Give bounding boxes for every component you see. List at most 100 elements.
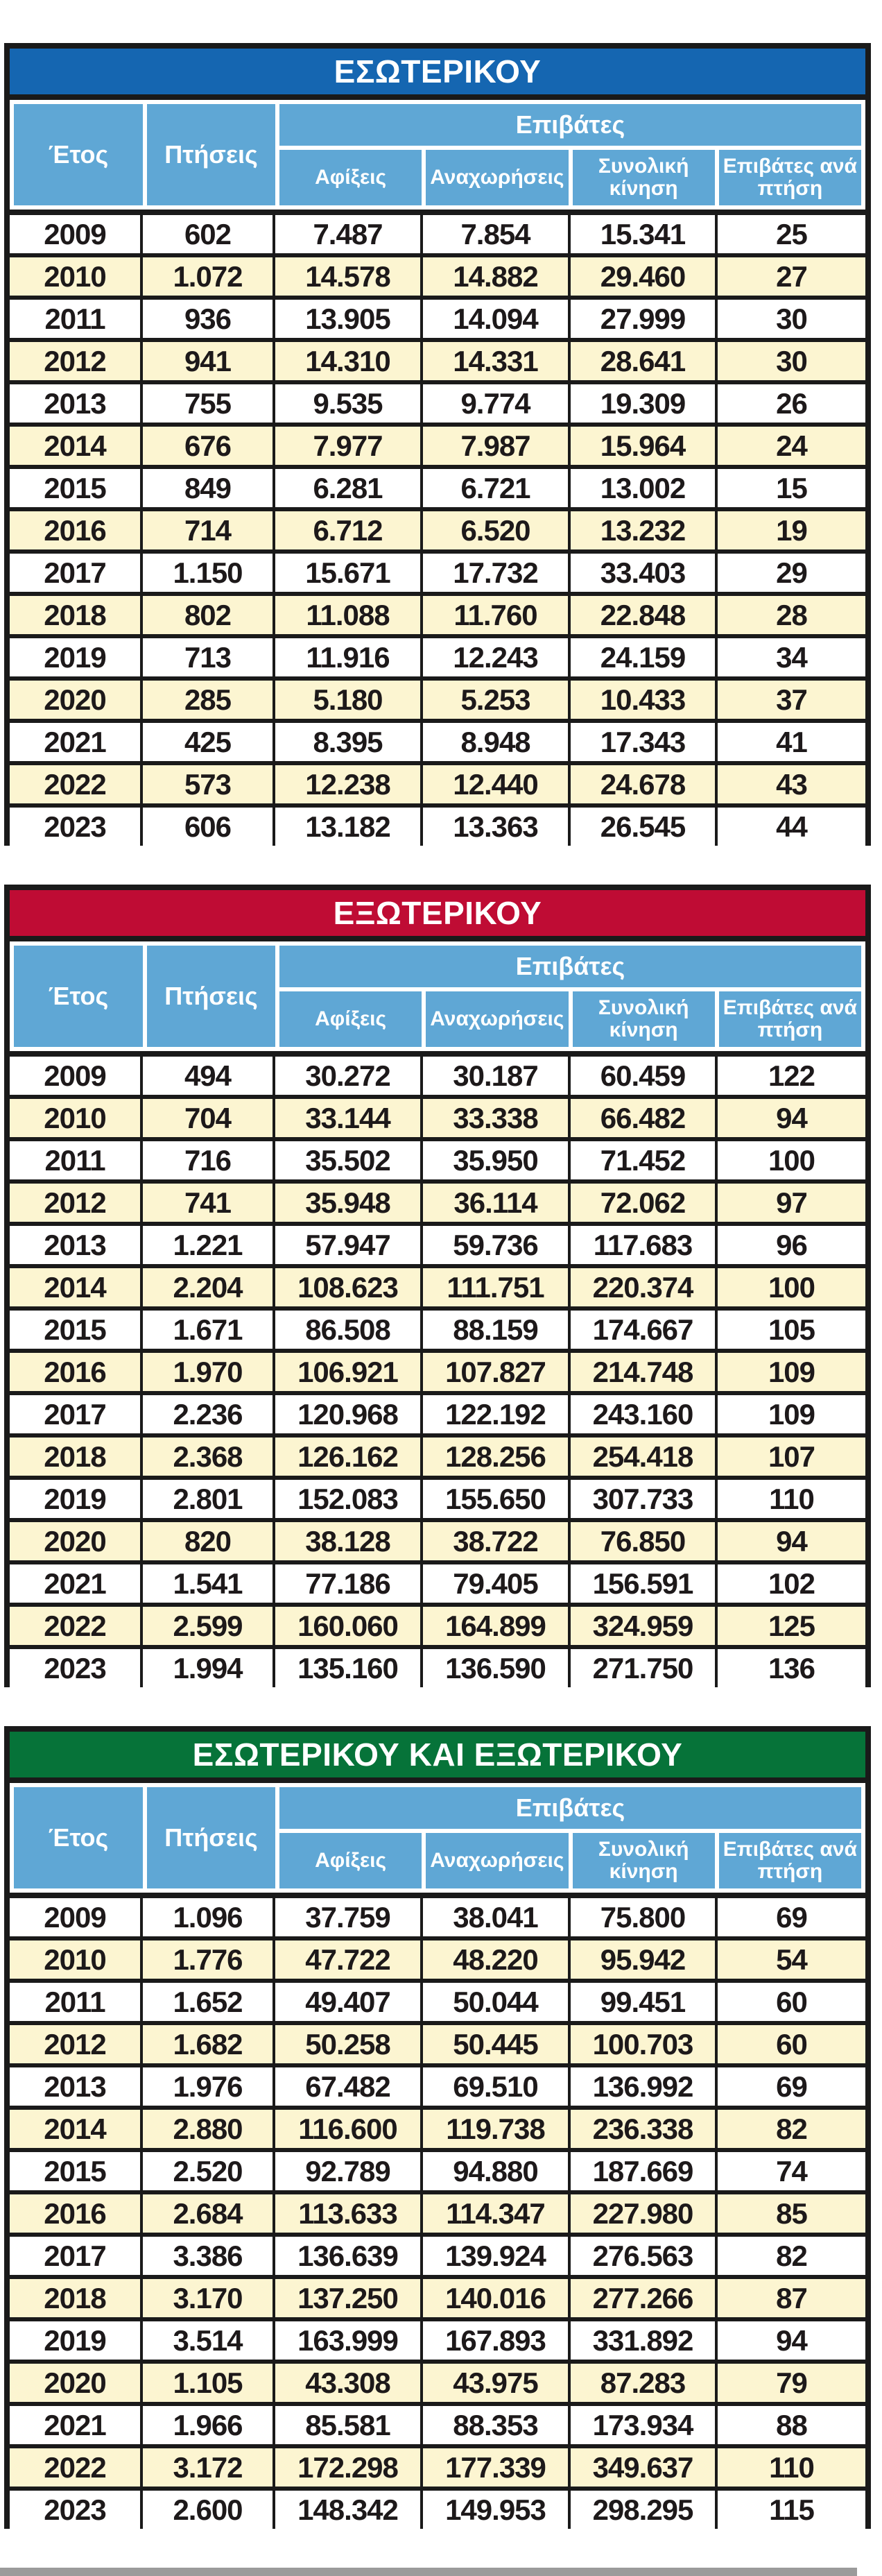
value-cell: 163.999 bbox=[275, 2321, 423, 2360]
value-cell: 271.750 bbox=[571, 1649, 718, 1687]
value-cell: 85.581 bbox=[275, 2406, 423, 2444]
year-cell: 2020 bbox=[10, 1522, 143, 1560]
year-cell: 2019 bbox=[10, 1480, 143, 1518]
value-cell: 43 bbox=[776, 767, 808, 801]
year-cell: 2013 bbox=[10, 1226, 143, 1264]
value-cell: 50.445 bbox=[423, 2025, 571, 2063]
value-cell: 277.266 bbox=[571, 2279, 718, 2317]
value-cell: 1.682 bbox=[143, 2025, 275, 2063]
table-row: 2010 1.776 47.722 48.220 95.942 54 bbox=[10, 1940, 865, 1983]
value-cell: 43.975 bbox=[423, 2364, 571, 2402]
year-cell: 2021 bbox=[10, 2406, 143, 2444]
year-cell: 2015 bbox=[10, 469, 143, 507]
value-cell: 14.882 bbox=[423, 257, 571, 296]
value-cell: 173.934 bbox=[571, 2406, 718, 2444]
value-cell: 60 bbox=[776, 2027, 808, 2061]
table-row: 2023 2.600 148.342 149.953 298.295 115 bbox=[10, 2491, 865, 2529]
value-cell: 6.721 bbox=[423, 469, 571, 507]
value-cell: 573 bbox=[143, 765, 275, 803]
value-cell: 108.623 bbox=[275, 1268, 423, 1306]
value-cell: 9.774 bbox=[423, 384, 571, 423]
value-cell: 3.514 bbox=[143, 2321, 275, 2360]
table-row: 2009 602 7.487 7.854 15.341 25 bbox=[10, 215, 865, 257]
table-body: 2009 602 7.487 7.854 15.341 25 2010 1.072 14.578… bbox=[10, 210, 865, 846]
table-row: 2015 849 6.281 6.721 13.002 15 bbox=[10, 469, 865, 511]
col-header-year: Έτος bbox=[14, 1787, 143, 1888]
value-cell: 7.987 bbox=[423, 427, 571, 465]
value-cell: 94 bbox=[776, 2323, 808, 2357]
col-header-year: Έτος bbox=[14, 104, 143, 205]
value-cell: 172.298 bbox=[275, 2448, 423, 2487]
value-cell: 125 bbox=[768, 1609, 815, 1642]
year-cell: 2012 bbox=[10, 1184, 143, 1222]
year-cell: 2013 bbox=[10, 384, 143, 423]
table-title: ΕΣΩΤΕΡΙΚΟΥ bbox=[10, 49, 865, 100]
value-cell: 6.712 bbox=[275, 511, 423, 549]
year-cell: 2022 bbox=[10, 1607, 143, 1645]
value-cell: 136 bbox=[768, 1651, 815, 1684]
col-header-departures: Αναχωρήσεις bbox=[426, 1833, 569, 1888]
value-cell: 7.487 bbox=[275, 215, 423, 253]
value-cell: 254.418 bbox=[571, 1438, 718, 1476]
value-cell: 155.650 bbox=[423, 1480, 571, 1518]
year-cell: 2019 bbox=[10, 638, 143, 676]
value-cell: 1.976 bbox=[143, 2067, 275, 2106]
bottom-gray-bar bbox=[0, 2568, 857, 2576]
year-cell: 2018 bbox=[10, 596, 143, 634]
value-cell: 307.733 bbox=[571, 1480, 718, 1518]
year-cell: 2010 bbox=[10, 1940, 143, 1979]
value-cell: 126.162 bbox=[275, 1438, 423, 1476]
value-cell: 2.204 bbox=[143, 1268, 275, 1306]
col-header-passengers-per-flight: Επιβάτες ανά πτήση bbox=[718, 150, 861, 205]
table-row: 2022 3.172 172.298 177.339 349.637 110 bbox=[10, 2448, 865, 2491]
value-cell: 50.044 bbox=[423, 1983, 571, 2021]
value-cell: 2.520 bbox=[143, 2152, 275, 2190]
value-cell: 714 bbox=[143, 511, 275, 549]
col-group-passengers: Επιβάτες bbox=[279, 104, 861, 146]
value-cell: 54 bbox=[776, 1943, 808, 1976]
year-cell: 2011 bbox=[10, 1141, 143, 1179]
value-cell: 29 bbox=[776, 556, 808, 589]
value-cell: 107.827 bbox=[423, 1353, 571, 1391]
value-cell: 28 bbox=[776, 598, 808, 631]
year-cell: 2023 bbox=[10, 808, 143, 846]
value-cell: 120.968 bbox=[275, 1395, 423, 1433]
value-cell: 2.684 bbox=[143, 2194, 275, 2233]
table-row: 2022 2.599 160.060 164.899 324.959 125 bbox=[10, 1607, 865, 1649]
year-cell: 2012 bbox=[10, 2025, 143, 2063]
value-cell: 96 bbox=[776, 1228, 808, 1261]
table-row: 2020 285 5.180 5.253 10.433 37 bbox=[10, 681, 865, 723]
value-cell: 86.508 bbox=[275, 1311, 423, 1349]
table-row: 2012 941 14.310 14.331 28.641 30 bbox=[10, 342, 865, 384]
table-row: 2019 3.514 163.999 167.893 331.892 94 bbox=[10, 2321, 865, 2364]
value-cell: 107 bbox=[768, 1440, 815, 1473]
value-cell: 33.144 bbox=[275, 1099, 423, 1137]
value-cell: 67.482 bbox=[275, 2067, 423, 2106]
value-cell: 60 bbox=[776, 1985, 808, 2018]
year-cell: 2016 bbox=[10, 511, 143, 549]
value-cell: 1.994 bbox=[143, 1649, 275, 1687]
value-cell: 24 bbox=[776, 429, 808, 462]
stats-table-domestic: ΕΣΩΤΕΡΙΚΟΥ Έτος Πτήσεις Επιβάτες Αφίξεις… bbox=[4, 43, 871, 846]
value-cell: 1.150 bbox=[143, 554, 275, 592]
table-row: 2023 606 13.182 13.363 26.545 44 bbox=[10, 808, 865, 846]
value-cell: 1.096 bbox=[143, 1898, 275, 1936]
value-cell: 236.338 bbox=[571, 2110, 718, 2148]
year-cell: 2022 bbox=[10, 2448, 143, 2487]
year-cell: 2011 bbox=[10, 1983, 143, 2021]
value-cell: 13.905 bbox=[275, 300, 423, 338]
value-cell: 13.002 bbox=[571, 469, 718, 507]
value-cell: 38.722 bbox=[423, 1522, 571, 1560]
year-cell: 2015 bbox=[10, 2152, 143, 2190]
stats-table-international: ΕΞΩΤΕΡΙΚΟΥ Έτος Πτήσεις Επιβάτες Αφίξεις… bbox=[4, 885, 871, 1687]
value-cell: 941 bbox=[143, 342, 275, 380]
value-cell: 1.652 bbox=[143, 1983, 275, 2021]
table-header-row: Έτος Πτήσεις Επιβάτες Αφίξεις Αναχωρήσει… bbox=[10, 100, 865, 210]
value-cell: 94.880 bbox=[423, 2152, 571, 2190]
value-cell: 676 bbox=[143, 427, 275, 465]
table-row: 2021 1.541 77.186 79.405 156.591 102 bbox=[10, 1564, 865, 1607]
value-cell: 115 bbox=[769, 2493, 815, 2526]
value-cell: 139.924 bbox=[423, 2237, 571, 2275]
value-cell: 14.578 bbox=[275, 257, 423, 296]
value-cell: 160.060 bbox=[275, 1607, 423, 1645]
